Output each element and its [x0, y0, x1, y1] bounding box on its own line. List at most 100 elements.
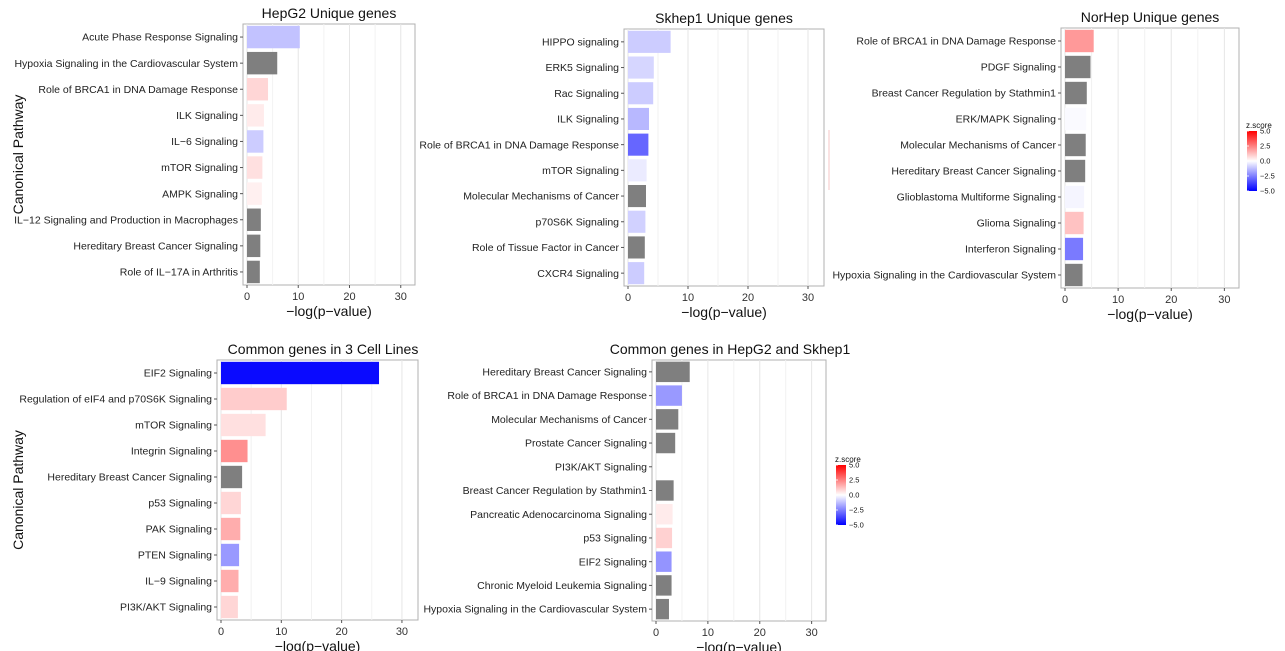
plot-frame	[1060, 27, 1240, 289]
x-tick-label: 0	[625, 292, 631, 304]
x-tick-label: 0	[1062, 294, 1068, 306]
bar	[221, 465, 243, 489]
x-axis-title: −log(p−value)	[681, 304, 767, 320]
category-label: p70S6K Signaling	[536, 216, 620, 228]
bar	[221, 387, 287, 411]
bar	[221, 413, 266, 437]
category-label: p53 Signaling	[148, 498, 212, 510]
x-tick-label: 10	[292, 291, 304, 303]
bar	[656, 385, 682, 406]
bar	[247, 130, 264, 153]
bar	[247, 182, 262, 205]
bar	[628, 30, 671, 53]
bar	[221, 595, 238, 619]
bar	[628, 210, 646, 233]
x-axis-title: −log(p−value)	[696, 639, 782, 651]
category-label: PDGF Signaling	[981, 62, 1056, 74]
legend-tick-label: 2.5	[849, 476, 859, 485]
bar	[1065, 185, 1085, 209]
category-label: Regulation of eIF4 and p70S6K Signaling	[19, 394, 212, 406]
bar	[656, 527, 673, 549]
chart-panel-3: Role of BRCA1 in DNA Damage Response PDGF…	[832, 9, 1240, 322]
bar	[247, 260, 260, 284]
bar	[656, 409, 679, 430]
bar	[656, 480, 674, 501]
legend-tick-label: −2.5	[1260, 172, 1275, 181]
category-label: Glioma Signaling	[977, 218, 1057, 230]
category-label: Hypoxia Signaling in the Cardiovascular …	[832, 270, 1056, 282]
y-axis-title: Canonical Pathway	[10, 430, 26, 550]
legend-tick-label: −2.5	[849, 506, 864, 515]
bar	[628, 159, 647, 182]
category-label: mTOR Signaling	[135, 420, 212, 432]
category-label: Prostate Cancer Signaling	[525, 438, 647, 450]
category-label: Role of Tissue Factor in Cancer	[472, 242, 620, 254]
bar	[247, 104, 264, 127]
chart-title: Common genes in HepG2 and Skhep1	[610, 341, 851, 357]
category-label: Interferon Signaling	[965, 244, 1056, 256]
bar	[1065, 159, 1086, 183]
category-label: Role of IL−17A in Arthritis	[120, 267, 238, 279]
bar	[656, 361, 690, 383]
bar	[221, 491, 241, 515]
bar	[1065, 237, 1084, 261]
bar	[656, 598, 669, 620]
category-label: mTOR Signaling	[542, 165, 619, 177]
bar	[247, 51, 278, 75]
bar	[628, 107, 649, 131]
category-label: Integrin Signaling	[131, 446, 212, 458]
legend-tick-label: 5.0	[1260, 127, 1270, 136]
legend-colorbar	[836, 465, 846, 525]
category-label: Molecular Mechanisms of Cancer	[491, 414, 647, 426]
x-tick-label: 0	[653, 627, 659, 639]
bar	[656, 551, 672, 572]
category-label: CXCR4 Signaling	[537, 268, 619, 280]
bar	[221, 569, 239, 593]
category-label: ILK Signaling	[557, 114, 619, 126]
x-tick-label: 30	[806, 627, 818, 639]
category-label: Glioblastoma Multiforme Signaling	[897, 192, 1056, 204]
category-label: Role of BRCA1 in DNA Damage Response	[447, 390, 647, 402]
bar	[1065, 263, 1083, 287]
y-axis-title: Canonical Pathway	[10, 95, 26, 215]
x-tick-label: 30	[395, 291, 407, 303]
bar	[628, 56, 654, 79]
category-label: Hereditary Breast Cancer Signaling	[891, 166, 1056, 178]
bar	[247, 78, 269, 101]
bar	[247, 156, 263, 179]
plot-frame	[623, 28, 825, 287]
x-tick-label: 20	[1165, 294, 1177, 306]
bar	[1065, 211, 1084, 235]
legend-title: z.score	[835, 455, 861, 464]
legend-tick-label: 0.0	[1260, 157, 1270, 166]
x-axis-title: −log(p−value)	[286, 303, 372, 319]
category-label: Breast Cancer Regulation by Stathmin1	[463, 485, 648, 497]
category-label: IL−12 Signaling and Production in Macrop…	[14, 214, 238, 226]
category-label: PI3K/AKT Signaling	[555, 461, 647, 473]
x-tick-label: 30	[1218, 294, 1230, 306]
chart-title: Common genes in 3 Cell Lines	[228, 341, 419, 357]
chart-title: NorHep Unique genes	[1081, 9, 1220, 25]
bar	[247, 25, 300, 49]
bar	[1065, 29, 1094, 53]
category-label: IL−9 Signaling	[145, 576, 212, 588]
legend-tick-label: −5.0	[1260, 187, 1275, 196]
chart-panel-4: EIF2 Signaling Regulation of eIF4 and p70…	[10, 341, 419, 651]
bar	[1065, 133, 1086, 157]
bar	[628, 262, 645, 285]
category-label: PAK Signaling	[146, 524, 213, 536]
category-label: Role of BRCA1 in DNA Damage Response	[856, 36, 1056, 48]
bar	[221, 361, 380, 385]
chart-title: HepG2 Unique genes	[262, 5, 397, 21]
bar	[221, 517, 241, 541]
chart-title: Skhep1 Unique genes	[655, 10, 793, 26]
x-tick-label: 10	[1112, 294, 1124, 306]
bar	[1065, 107, 1087, 131]
category-label: Molecular Mechanisms of Cancer	[463, 191, 619, 203]
legend-colorbar	[1247, 131, 1257, 191]
category-label: Molecular Mechanisms of Cancer	[900, 140, 1056, 152]
category-label: mTOR Signaling	[161, 162, 238, 174]
bar	[628, 184, 646, 208]
